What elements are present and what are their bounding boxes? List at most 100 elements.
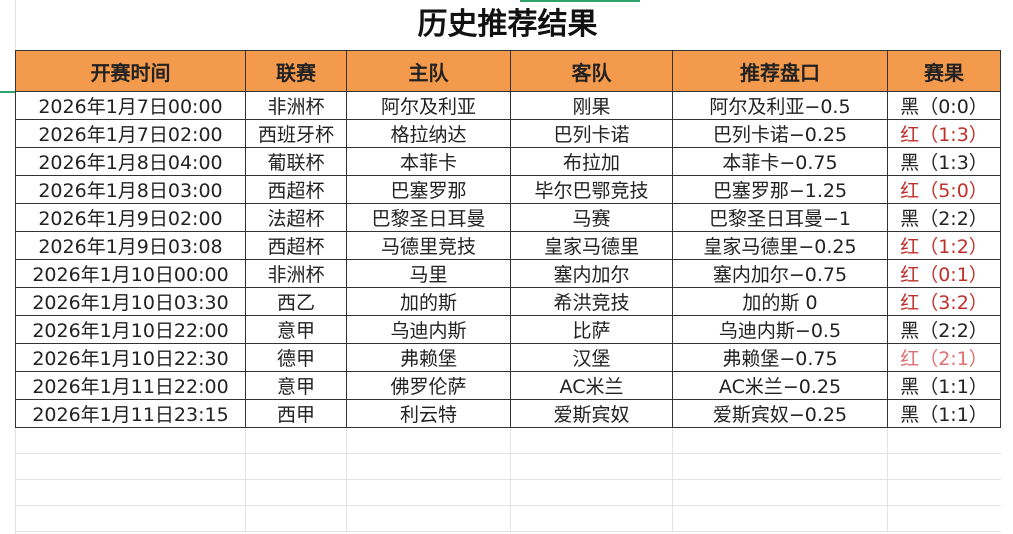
cell-away[interactable]: AC米兰	[510, 371, 673, 400]
cell-league[interactable]: 法超杯	[245, 203, 347, 232]
cell-pick[interactable]: AC米兰−0.25	[672, 371, 888, 400]
cell-time[interactable]: 2026年1月9日03:08	[15, 231, 246, 260]
empty-cell[interactable]	[346, 479, 511, 506]
cell-time[interactable]: 2026年1月10日03:30	[15, 287, 246, 316]
cell-result[interactable]: 红（5:0）	[887, 175, 1001, 204]
empty-cell[interactable]	[887, 479, 1001, 506]
cell-away[interactable]: 马赛	[510, 203, 673, 232]
cell-time[interactable]: 2026年1月8日03:00	[15, 175, 246, 204]
cell-pick[interactable]: 加的斯 0	[672, 287, 888, 316]
empty-cell[interactable]	[510, 505, 673, 532]
column-header[interactable]: 客队	[510, 50, 673, 92]
cell-home[interactable]: 阿尔及利亚	[346, 91, 511, 120]
cell-result[interactable]: 红（1:2）	[887, 231, 1001, 260]
sheet-title[interactable]: 历史推荐结果	[417, 7, 598, 42]
cell-result[interactable]: 黑（2:2）	[887, 203, 1001, 232]
cell-result[interactable]: 红（2:1）	[887, 343, 1001, 372]
cell-away[interactable]: 比萨	[510, 315, 673, 344]
empty-cell[interactable]	[15, 427, 246, 454]
cell-time[interactable]: 2026年1月10日22:00	[15, 315, 246, 344]
cell-league[interactable]: 西超杯	[245, 175, 347, 204]
cell-away[interactable]: 布拉加	[510, 147, 673, 176]
cell-result[interactable]: 黑（0:0）	[887, 91, 1001, 120]
cell-pick[interactable]: 弗赖堡−0.75	[672, 343, 888, 372]
cell-home[interactable]: 本菲卡	[346, 147, 511, 176]
cell-pick[interactable]: 乌迪内斯−0.5	[672, 315, 888, 344]
cell-home[interactable]: 利云特	[346, 399, 511, 428]
cell-away[interactable]: 希洪竞技	[510, 287, 673, 316]
cell-away[interactable]: 汉堡	[510, 343, 673, 372]
cell-away[interactable]: 刚果	[510, 91, 673, 120]
empty-cell[interactable]	[510, 453, 673, 480]
cell-result[interactable]: 黑（2:2）	[887, 315, 1001, 344]
cell-result[interactable]: 红（3:2）	[887, 287, 1001, 316]
empty-cell[interactable]	[510, 427, 673, 454]
column-header[interactable]: 推荐盘口	[672, 50, 888, 92]
cell-league[interactable]: 西班牙杯	[245, 119, 347, 148]
cell-home[interactable]: 佛罗伦萨	[346, 371, 511, 400]
cell-pick[interactable]: 巴列卡诺−0.25	[672, 119, 888, 148]
cell-league[interactable]: 非洲杯	[245, 259, 347, 288]
column-header[interactable]: 赛果	[887, 50, 1001, 92]
empty-cell[interactable]	[672, 479, 888, 506]
cell-league[interactable]: 意甲	[245, 371, 347, 400]
empty-cell[interactable]	[672, 427, 888, 454]
empty-cell[interactable]	[15, 479, 246, 506]
column-header[interactable]: 联赛	[245, 50, 347, 92]
cell-league[interactable]: 西甲	[245, 399, 347, 428]
cell-home[interactable]: 巴黎圣日耳曼	[346, 203, 511, 232]
empty-cell[interactable]	[346, 505, 511, 532]
cell-league[interactable]: 西乙	[245, 287, 347, 316]
empty-cell[interactable]	[245, 453, 347, 480]
cell-pick[interactable]: 巴塞罗那−1.25	[672, 175, 888, 204]
cell-time[interactable]: 2026年1月11日22:00	[15, 371, 246, 400]
cell-away[interactable]: 皇家马德里	[510, 231, 673, 260]
empty-cell[interactable]	[887, 453, 1001, 480]
cell-league[interactable]: 非洲杯	[245, 91, 347, 120]
column-header[interactable]: 开赛时间	[15, 50, 246, 92]
cell-home[interactable]: 马德里竞技	[346, 231, 511, 260]
cell-time[interactable]: 2026年1月7日02:00	[15, 119, 246, 148]
cell-home[interactable]: 马里	[346, 259, 511, 288]
empty-cell[interactable]	[887, 505, 1001, 532]
empty-cell[interactable]	[245, 479, 347, 506]
empty-cell[interactable]	[245, 427, 347, 454]
cell-result[interactable]: 红（0:1）	[887, 259, 1001, 288]
cell-result[interactable]: 黑（1:1）	[887, 399, 1001, 428]
cell-away[interactable]: 毕尔巴鄂竞技	[510, 175, 673, 204]
cell-pick[interactable]: 塞内加尔−0.75	[672, 259, 888, 288]
cell-time[interactable]: 2026年1月10日00:00	[15, 259, 246, 288]
cell-home[interactable]: 乌迪内斯	[346, 315, 511, 344]
cell-home[interactable]: 弗赖堡	[346, 343, 511, 372]
cell-time[interactable]: 2026年1月8日04:00	[15, 147, 246, 176]
empty-cell[interactable]	[887, 427, 1001, 454]
cell-away[interactable]: 塞内加尔	[510, 259, 673, 288]
empty-cell[interactable]	[15, 505, 246, 532]
empty-cell[interactable]	[510, 479, 673, 506]
cell-league[interactable]: 意甲	[245, 315, 347, 344]
column-header[interactable]: 主队	[346, 50, 511, 92]
cell-pick[interactable]: 皇家马德里−0.25	[672, 231, 888, 260]
cell-away[interactable]: 巴列卡诺	[510, 119, 673, 148]
cell-pick[interactable]: 爱斯宾奴−0.25	[672, 399, 888, 428]
cell-pick[interactable]: 阿尔及利亚−0.5	[672, 91, 888, 120]
cell-away[interactable]: 爱斯宾奴	[510, 399, 673, 428]
cell-league[interactable]: 德甲	[245, 343, 347, 372]
empty-cell[interactable]	[346, 453, 511, 480]
cell-result[interactable]: 红（1:3）	[887, 119, 1001, 148]
empty-cell[interactable]	[346, 427, 511, 454]
cell-pick[interactable]: 本菲卡−0.75	[672, 147, 888, 176]
cell-time[interactable]: 2026年1月10日22:30	[15, 343, 246, 372]
cell-league[interactable]: 西超杯	[245, 231, 347, 260]
cell-result[interactable]: 黑（1:3）	[887, 147, 1001, 176]
cell-time[interactable]: 2026年1月7日00:00	[15, 91, 246, 120]
empty-cell[interactable]	[245, 505, 347, 532]
cell-time[interactable]: 2026年1月9日02:00	[15, 203, 246, 232]
cell-time[interactable]: 2026年1月11日23:15	[15, 399, 246, 428]
cell-league[interactable]: 葡联杯	[245, 147, 347, 176]
cell-result[interactable]: 黑（1:1）	[887, 371, 1001, 400]
cell-home[interactable]: 格拉纳达	[346, 119, 511, 148]
empty-cell[interactable]	[672, 505, 888, 532]
cell-pick[interactable]: 巴黎圣日耳曼−1	[672, 203, 888, 232]
empty-cell[interactable]	[15, 453, 246, 480]
